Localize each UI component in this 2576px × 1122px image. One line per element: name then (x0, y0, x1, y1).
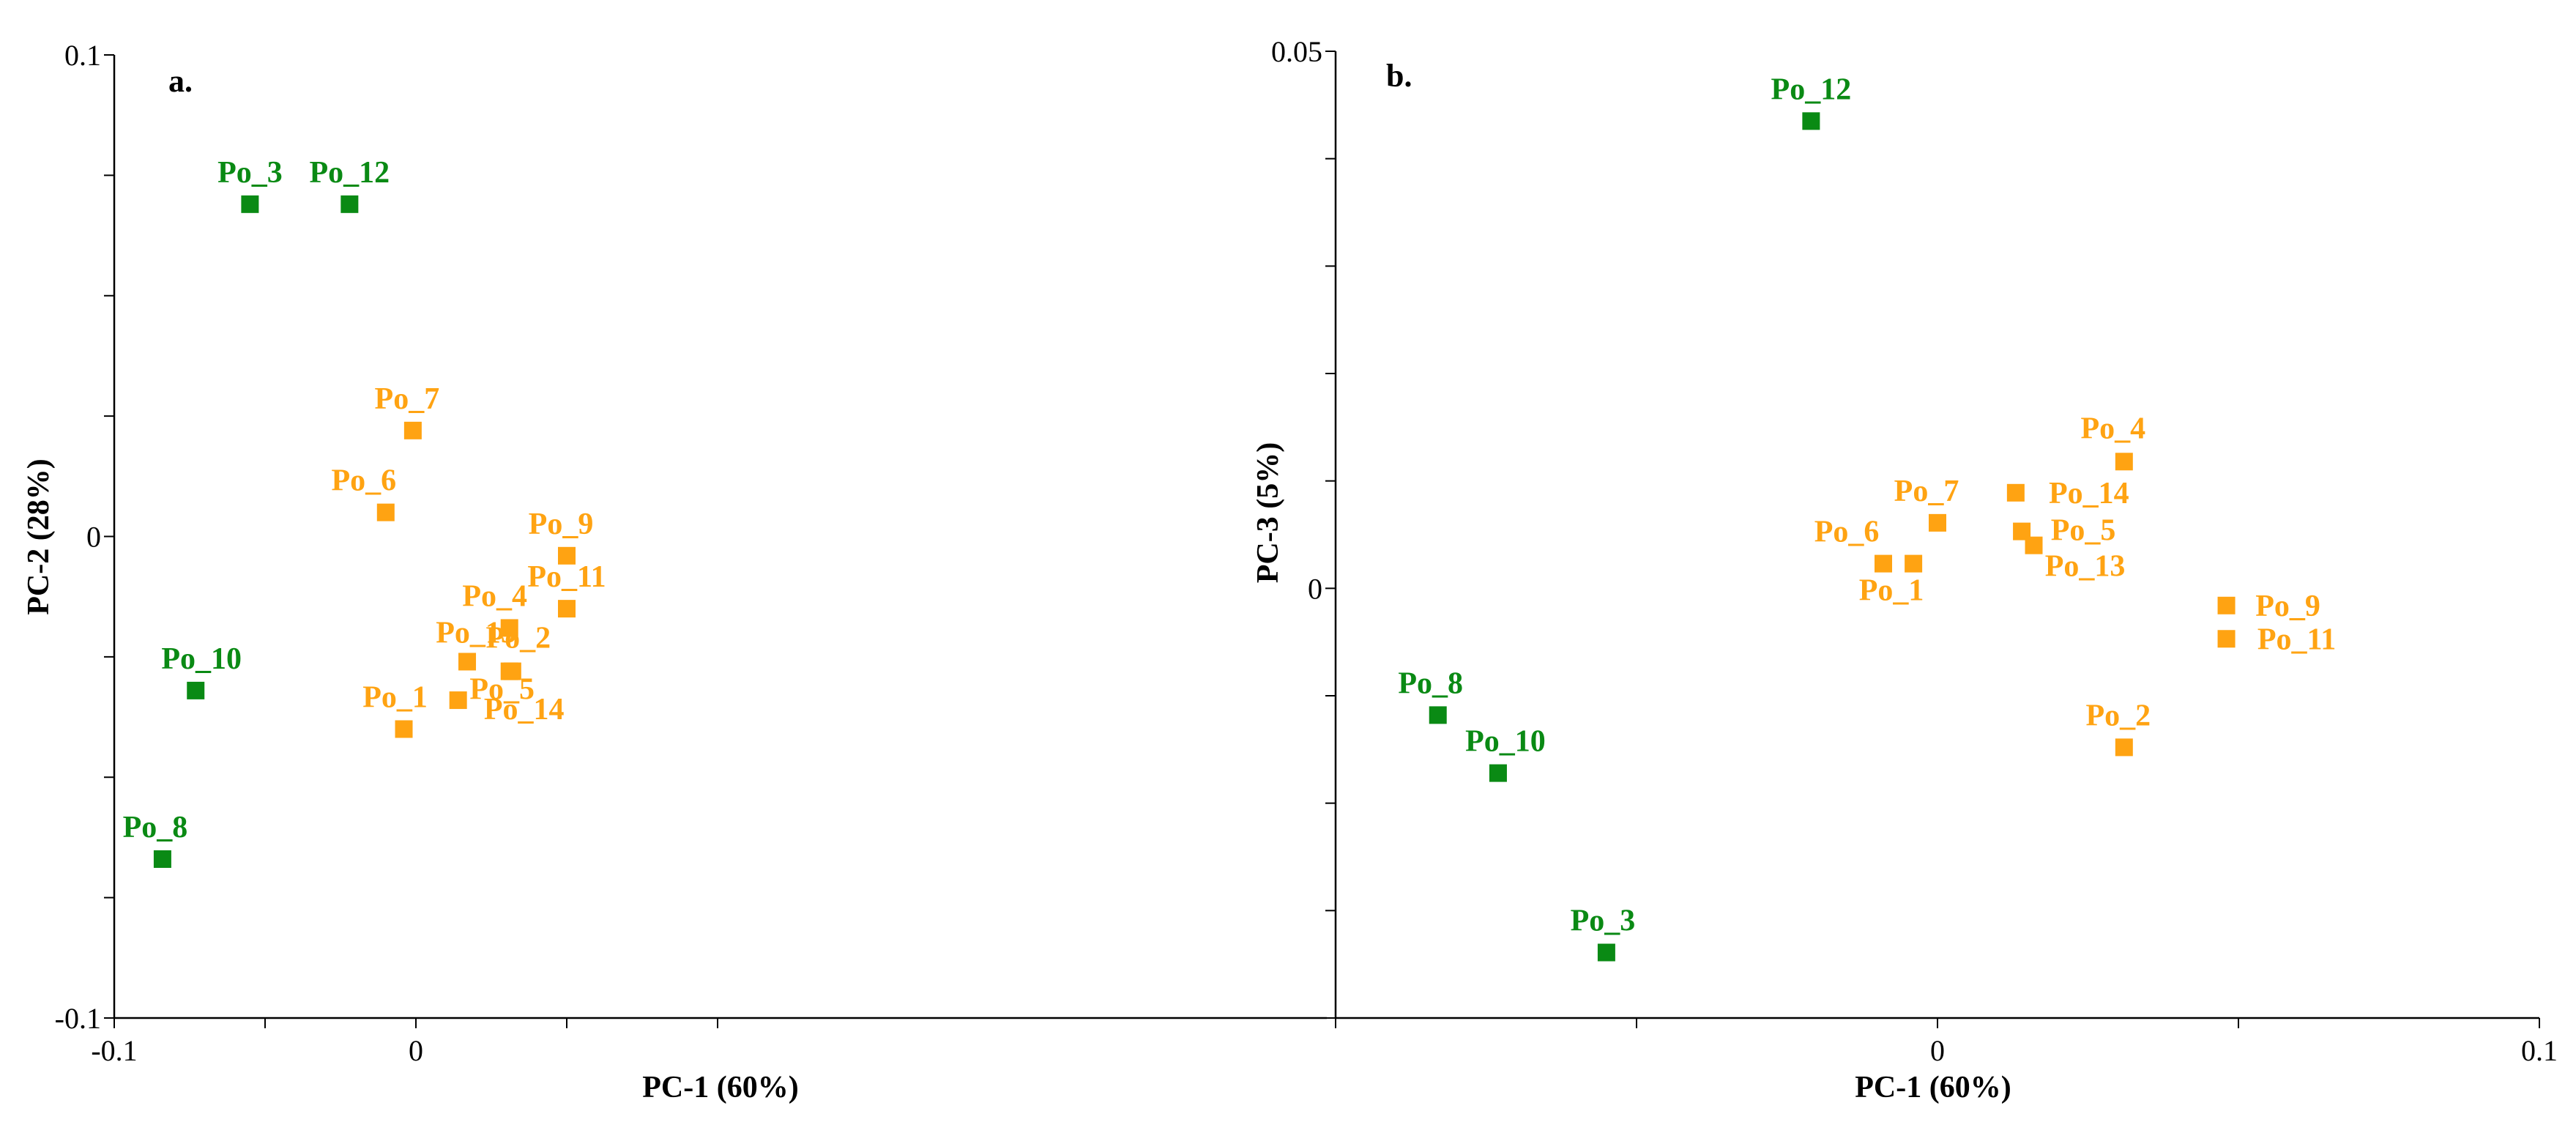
point-label-po-5: Po_5 (2051, 514, 2116, 548)
panel-a-label: a. (168, 63, 193, 99)
point-po-13 (2025, 536, 2043, 554)
point-po-1 (1905, 554, 1923, 573)
point-label-po-14: Po_14 (2049, 477, 2129, 510)
point-label-po-1: Po_1 (362, 681, 428, 715)
y-tick-label: 0 (1308, 572, 1322, 605)
point-po-6 (1875, 554, 1893, 573)
point-po-7 (403, 421, 422, 439)
point-po-2 (2115, 738, 2133, 757)
panel-a-ticks: 0.1 0 -0.1-0.1 0 (55, 39, 718, 1067)
point-po-3 (241, 195, 259, 213)
point-label-po-11: Po_11 (527, 560, 606, 594)
point-label-po-5: Po_5 (469, 673, 535, 707)
point-label-po-12: Po_12 (310, 156, 390, 190)
point-po-9 (558, 546, 576, 565)
point-po-7 (1929, 513, 1946, 532)
point-label-po-13: Po_13 (436, 616, 516, 650)
point-label-po-1: Po_1 (1859, 574, 1924, 608)
point-label-po-9: Po_9 (529, 508, 594, 541)
point-label-po-7: Po_7 (375, 382, 440, 416)
point-po-11 (2217, 630, 2236, 648)
point-label-po-10: Po_10 (161, 642, 242, 676)
point-po-13 (458, 653, 477, 671)
point-label-po-6: Po_6 (331, 464, 396, 498)
point-po-10 (1489, 764, 1507, 782)
point-label-po-8: Po_8 (1398, 666, 1463, 700)
point-label-po-11: Po_11 (2257, 623, 2336, 656)
panel-a-points: Po_3 Po_12Po_10Po_8Po_7Po_6Po_9Po_11Po_4P… (123, 156, 606, 869)
point-po-10 (187, 681, 205, 699)
x-tick-label: 0 (409, 1034, 423, 1067)
panel-b-points: Po_12 Po_8Po_10 Po_3 Po_4 Po_14 Po_7 Po_5Po_13… (1398, 73, 2336, 962)
y-tick-label: 0.1 (64, 39, 101, 72)
point-po-9 (2217, 596, 2236, 614)
y-tick-label: 0 (86, 521, 101, 554)
point-label-po-7: Po_7 (1894, 475, 1959, 508)
point-label-po-13: Po_13 (2045, 550, 2126, 584)
point-po-11 (558, 600, 576, 618)
point-label-po-14: Po_14 (484, 693, 565, 727)
point-po-12 (1802, 112, 1820, 130)
point-label-po-9: Po_9 (2255, 590, 2320, 623)
point-label-po-3: Po_3 (217, 156, 283, 190)
point-po-8 (1429, 706, 1447, 724)
panel-a: 0.10-0.1-0.1 0 Po_3 Po_12Po_10Po_8Po_7Po_6… (22, 39, 1327, 1104)
point-po-6 (376, 503, 395, 521)
point-po-4 (2115, 453, 2133, 471)
x-tick-label: 0 (1930, 1034, 1945, 1067)
point-po-12 (340, 195, 359, 213)
panel-a-x-axis-label: PC-1 (60%) (642, 1071, 798, 1104)
panel-b-ticks: 0.05 0 0 0.1 (1271, 35, 2558, 1067)
point-label-po-6: Po_6 (1814, 516, 1880, 549)
x-tick-label: 0.1 (2521, 1034, 2558, 1067)
panel-a-y-axis-label: PC-2 (28%) (22, 458, 56, 614)
point-po-1 (395, 720, 413, 738)
panel-b-label: b. (1386, 58, 1412, 94)
panel-b-y-axis-label: PC-3 (5%) (1251, 442, 1285, 583)
point-label-po-12: Po_12 (1771, 73, 1852, 106)
point-label-po-4: Po_4 (2080, 412, 2145, 445)
point-label-po-4: Po_4 (462, 579, 527, 613)
y-tick-label: 0.05 (1271, 35, 1322, 68)
x-tick-label: -0.1 (91, 1034, 137, 1067)
point-label-po-2: Po_2 (2085, 699, 2151, 732)
point-label-po-3: Po_3 (1571, 904, 1636, 938)
point-po-3 (1597, 943, 1615, 962)
point-po-4 (500, 619, 518, 637)
y-tick-label: -0.1 (55, 1002, 101, 1035)
point-po-5 (500, 662, 518, 680)
point-po-14 (2006, 483, 2025, 502)
panel-b-x-axis-label: PC-1 (60%) (1855, 1071, 2011, 1104)
point-po-14 (449, 691, 467, 710)
point-label-po-10: Po_10 (1465, 725, 1546, 759)
point-po-8 (153, 850, 171, 869)
point-label-po-8: Po_8 (123, 811, 188, 844)
point-label-po-2: Po_2 (486, 622, 551, 655)
